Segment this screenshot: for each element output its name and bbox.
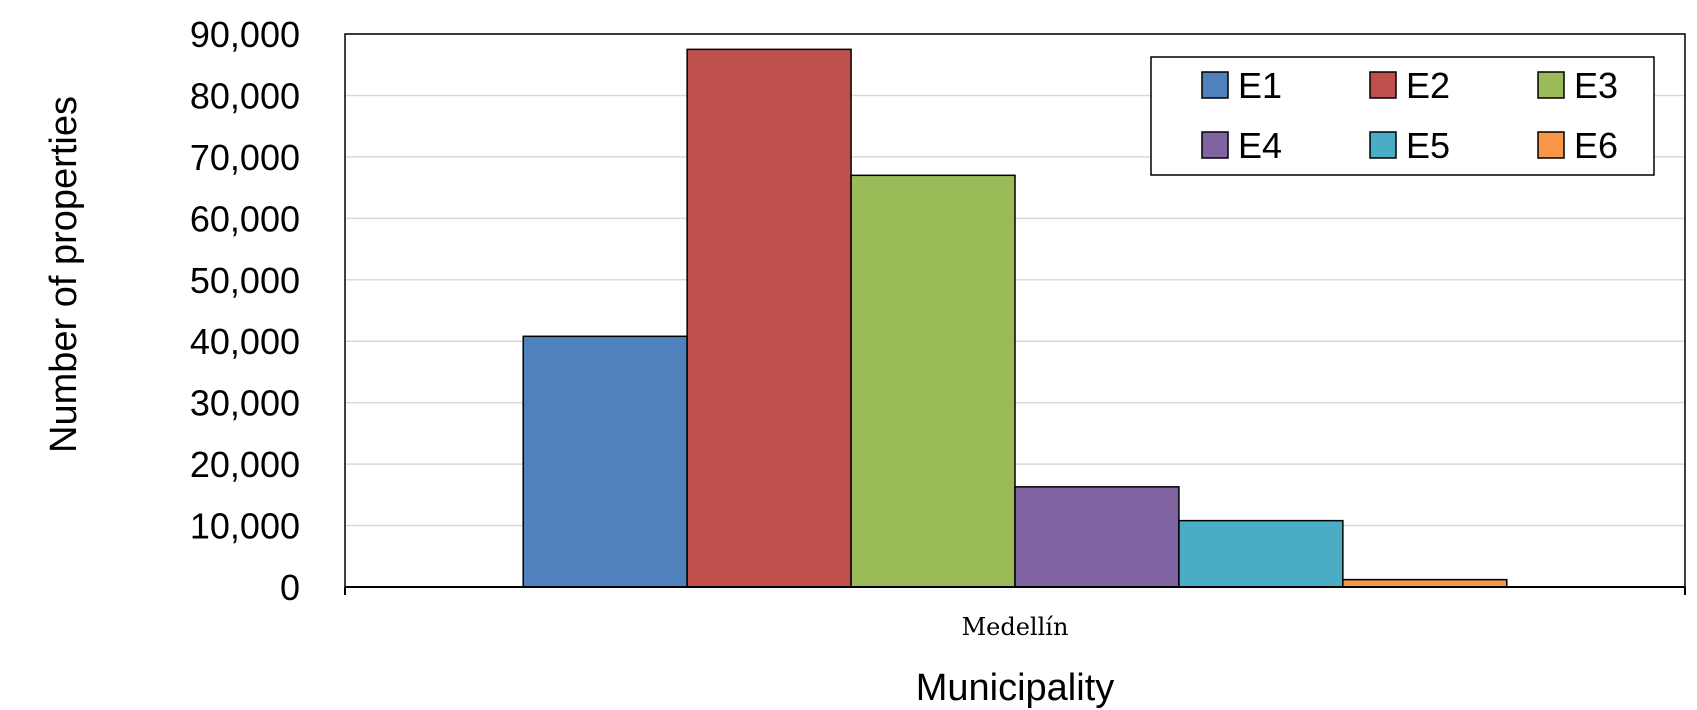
y-tick-label: 10,000 — [190, 506, 300, 547]
legend-swatch-e6 — [1537, 131, 1565, 159]
y-axis-title: Number of properties — [43, 96, 85, 453]
legend-swatch-e5 — [1369, 131, 1397, 159]
legend-label-e1: E1 — [1238, 65, 1282, 106]
x-axis-title: Municipality — [916, 667, 1115, 709]
bar-e2 — [686, 48, 852, 588]
y-tick-label: 50,000 — [190, 260, 300, 301]
y-tick-label: 40,000 — [190, 321, 300, 362]
legend-label-e4: E4 — [1238, 125, 1282, 166]
legend-label-e3: E3 — [1574, 65, 1618, 106]
legend: E1 E2 E3 E4 E5 E6 — [1150, 56, 1655, 176]
legend-label-e6: E6 — [1574, 125, 1618, 166]
bars — [522, 48, 1508, 588]
y-tick-label: 90,000 — [190, 14, 300, 55]
legend-swatch-e1 — [1201, 71, 1229, 99]
bar-e5 — [1178, 519, 1344, 588]
y-axis-ticks: 0 10,000 20,000 30,000 40,000 50,000 60,000 70,… — [190, 14, 300, 608]
bar-e6 — [1342, 578, 1508, 588]
y-tick-label: 30,000 — [190, 383, 300, 424]
y-tick-label: 80,000 — [190, 75, 300, 116]
y-tick-label: 60,000 — [190, 198, 300, 239]
legend-label-e2: E2 — [1406, 65, 1450, 106]
bar-e4 — [1014, 486, 1180, 588]
legend-box — [1150, 56, 1655, 176]
legend-swatch-e4 — [1201, 131, 1229, 159]
bar-e1 — [522, 335, 688, 588]
legend-swatch-e2 — [1369, 71, 1397, 99]
bar-e3 — [850, 174, 1016, 588]
y-tick-label: 70,000 — [190, 137, 300, 178]
y-tick-label: 20,000 — [190, 444, 300, 485]
legend-label-e5: E5 — [1406, 125, 1450, 166]
legend-swatch-e3 — [1537, 71, 1565, 99]
y-tick-label: 0 — [280, 567, 300, 608]
x-axis-ticks: Medellín — [344, 587, 1686, 641]
x-tick-label: Medellín — [962, 613, 1069, 641]
